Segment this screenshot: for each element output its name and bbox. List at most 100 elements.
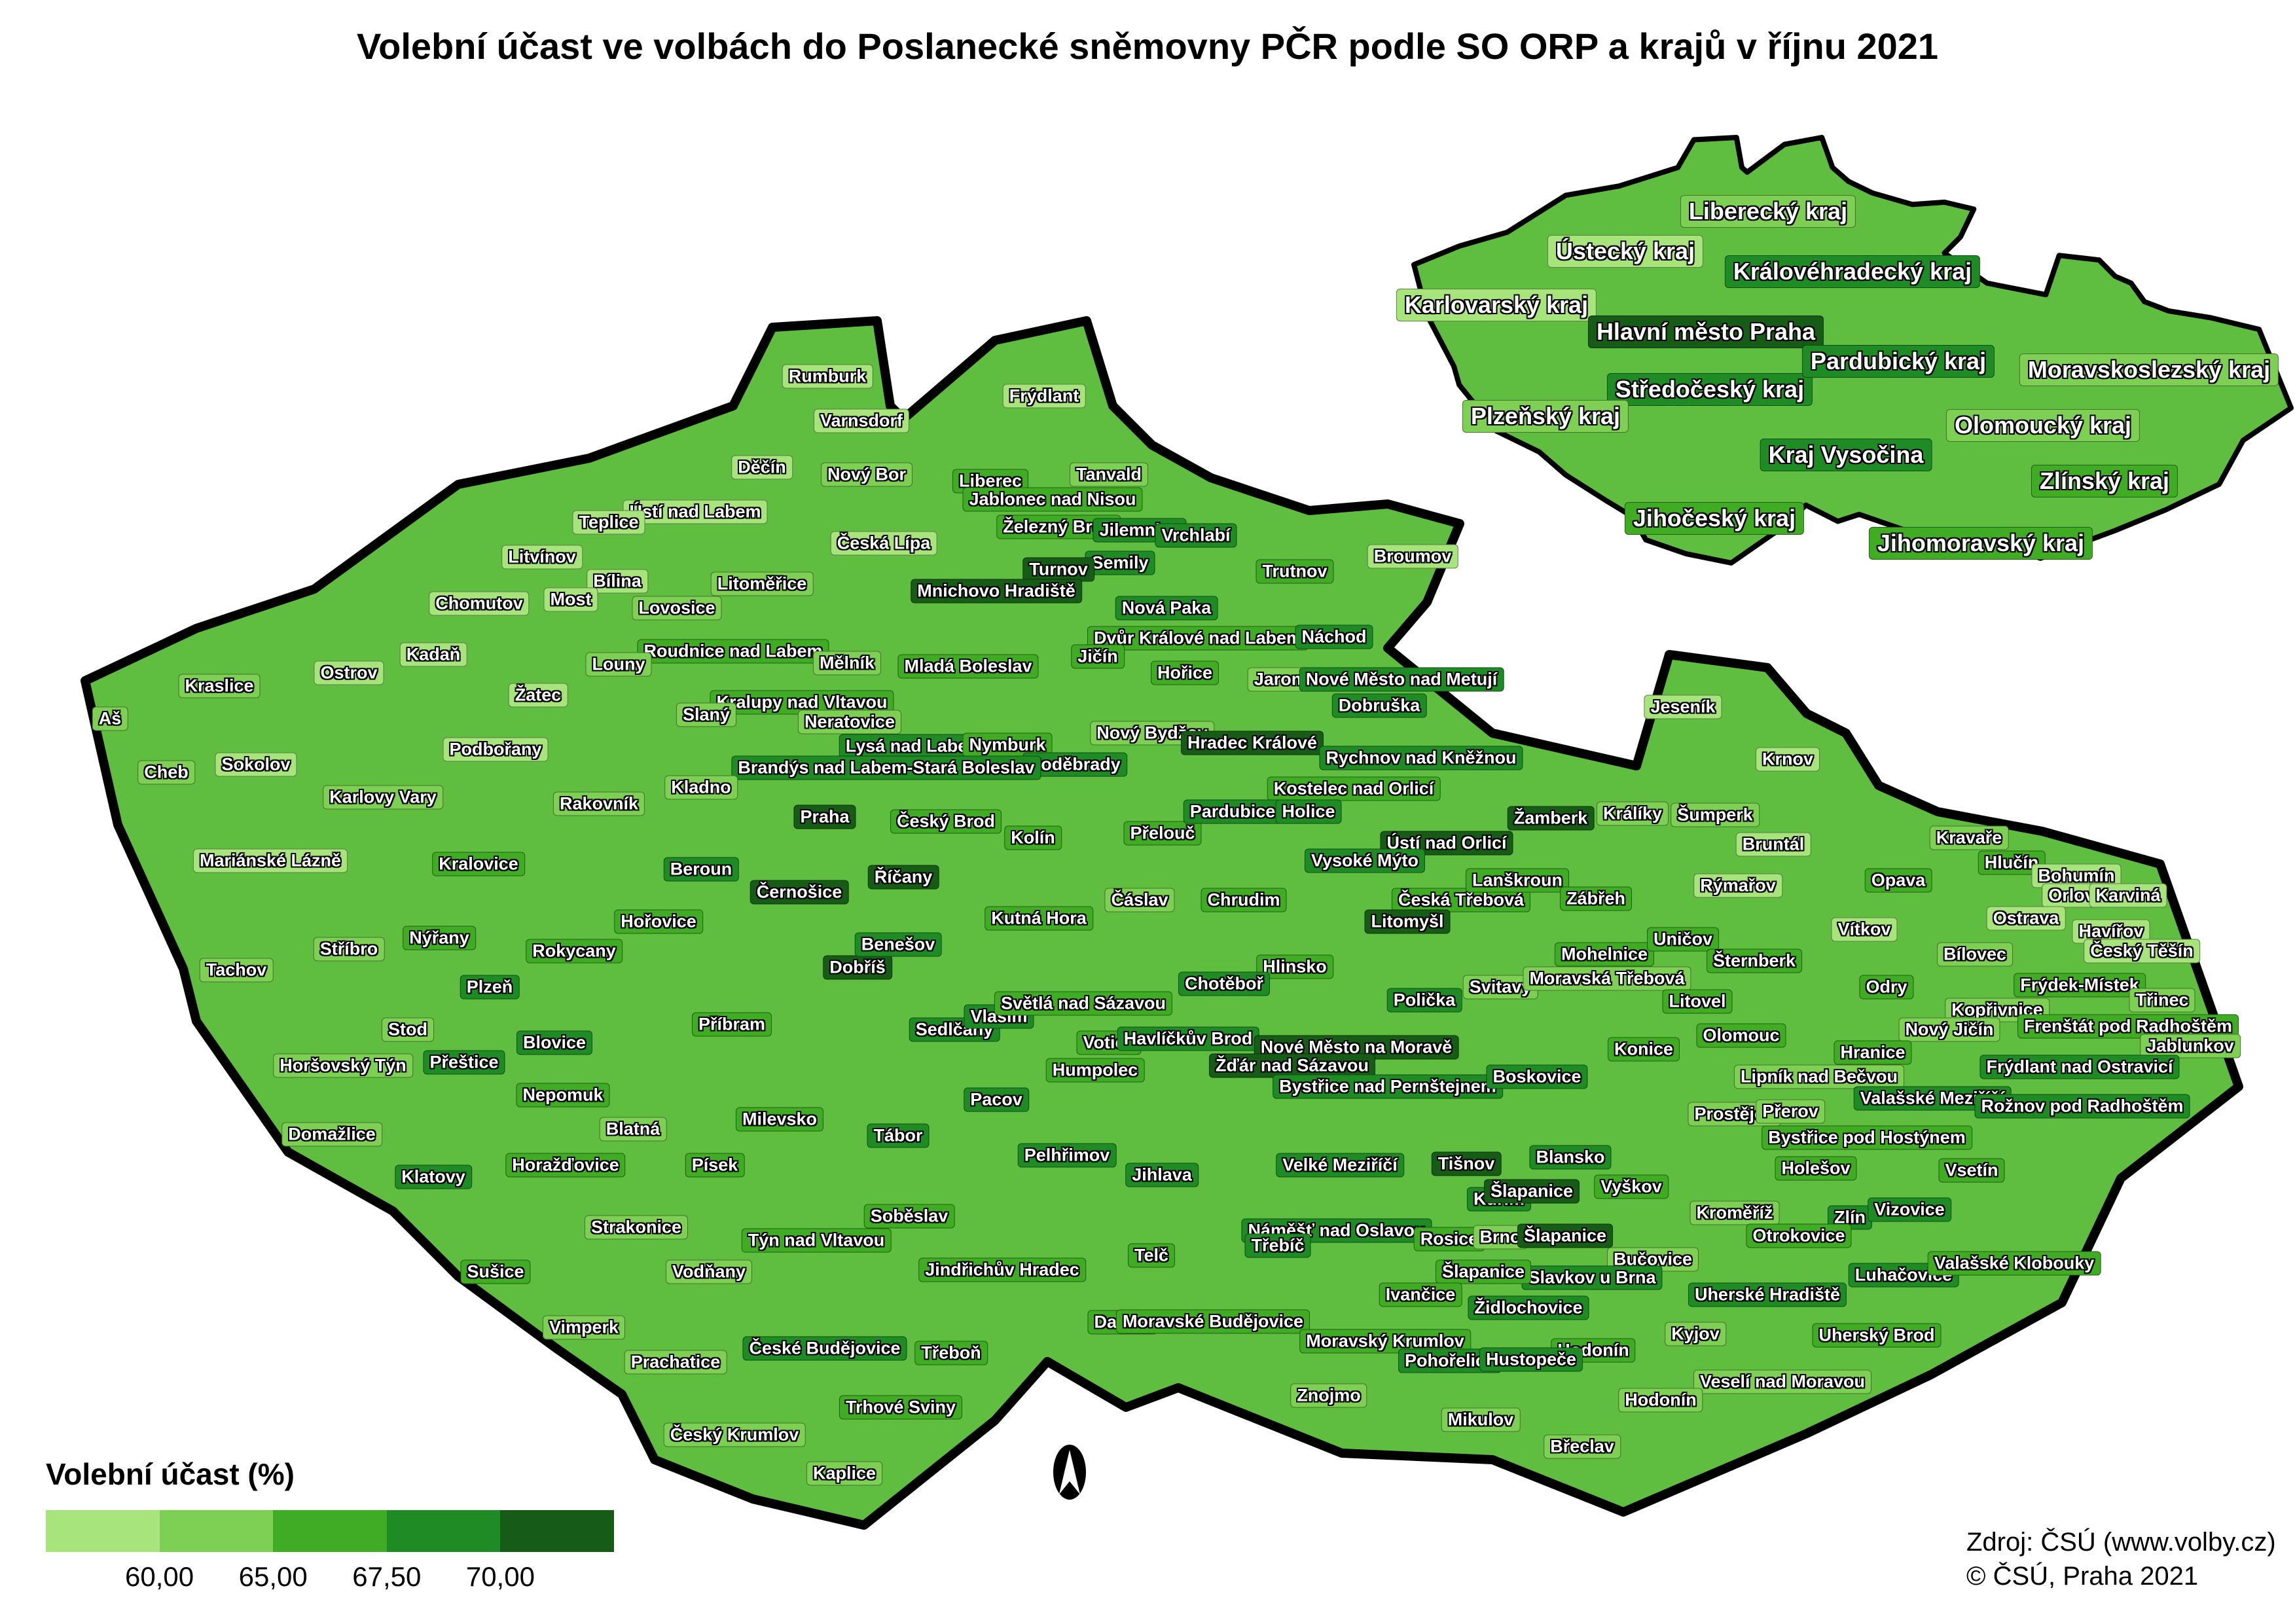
orp-label: Ostrava (1986, 906, 2066, 931)
orp-label: Moravská Třebová (1523, 966, 1691, 991)
kraj-label: Plzeňský kraj (1462, 400, 1629, 433)
orp-label: Hořovice (614, 909, 703, 934)
orp-label: Humpolec (1045, 1058, 1145, 1083)
orp-label: Tanvald (1069, 462, 1149, 487)
orp-label: Vimperk (542, 1315, 626, 1340)
orp-label: Vysoké Mýto (1304, 848, 1426, 873)
orp-label: Sokolov (215, 752, 297, 777)
orp-label: Vizovice (1868, 1197, 1951, 1222)
orp-label: Horažďovice (505, 1153, 626, 1178)
orp-label: Holešov (1775, 1156, 1857, 1181)
legend-break-values: 60,00 65,00 67,50 70,00 (46, 1561, 614, 1594)
orp-label: Mikulov (1441, 1407, 1521, 1432)
orp-label: Podbořany (443, 737, 549, 762)
orp-label: Bruntál (1735, 832, 1811, 857)
orp-label: Jičín (1071, 644, 1125, 669)
orp-label: Frýdlant nad Ostravicí (1979, 1055, 2180, 1079)
orp-label: Mnichovo Hradiště (911, 579, 1082, 604)
orp-label: Kladno (664, 775, 738, 800)
source-line-2: © ČSÚ, Praha 2021 (1966, 1562, 2199, 1591)
kraj-label: Kraj Vysočina (1760, 439, 1932, 471)
orp-label: Rýmařov (1693, 873, 1782, 898)
orp-label: Stod (381, 1017, 434, 1042)
orp-label: Benešov (854, 932, 942, 957)
orp-label: Vsetín (1938, 1158, 2005, 1183)
orp-label: Jindřichův Hradec (918, 1257, 1086, 1282)
legend-break-value: 70,00 (465, 1561, 535, 1592)
orp-label: Český Krumlov (663, 1422, 806, 1447)
orp-label: Trutnov (1256, 559, 1334, 584)
orp-label: Břeclav (1544, 1434, 1621, 1459)
orp-label: Šlapanice (1435, 1259, 1532, 1284)
orp-label: Chrudim (1201, 888, 1287, 912)
orp-label: Karlovy Vary (323, 785, 443, 810)
orp-label: Blatná (599, 1117, 667, 1142)
orp-label: Český Těšín (2084, 939, 2200, 964)
orp-label: Uherský Brod (1812, 1323, 1942, 1348)
orp-label: Světlá nad Sázavou (994, 991, 1173, 1016)
legend-swatch-1 (46, 1510, 160, 1552)
north-arrow-icon (1053, 1445, 1086, 1500)
orp-label: Mariánské Lázně (192, 848, 348, 873)
orp-label: Uherské Hradiště (1688, 1282, 1847, 1307)
orp-label: Bystřice pod Hostýnem (1762, 1125, 1972, 1150)
orp-label: Pardubice (1183, 799, 1282, 824)
orp-label: Třinec (2129, 988, 2196, 1013)
orp-label: Chotěboř (1178, 971, 1270, 996)
orp-label: Havlíčkův Brod (1117, 1026, 1259, 1051)
orp-label: Kravaře (1929, 825, 2009, 850)
orp-label: Mohelnice (1554, 942, 1655, 967)
orp-label: Rosice (1413, 1227, 1485, 1252)
orp-label: Blovice (516, 1030, 593, 1055)
orp-label: Židlochovice (1468, 1295, 1589, 1320)
orp-label: Černošice (750, 880, 849, 905)
legend-break-value: 65,00 (238, 1561, 308, 1592)
orp-label: Šlapanice (1483, 1179, 1580, 1204)
orp-label: Prachatice (624, 1350, 727, 1375)
legend: Volební účast (%) 60,00 65,00 67,50 70,00 (46, 1456, 700, 1594)
orp-label: Praha (793, 804, 856, 829)
orp-label: Kutná Hora (985, 906, 1093, 931)
legend-break-value: 67,50 (352, 1561, 422, 1592)
orp-label: Sušice (460, 1259, 531, 1284)
kraj-label: Hlavní město Praha (1587, 316, 1824, 348)
orp-label: Aš (92, 706, 128, 731)
orp-label: Šumperk (1671, 803, 1760, 827)
orp-label: Litvínov (501, 545, 583, 569)
orp-label: Tachov (199, 958, 274, 983)
orp-label: Nepomuk (516, 1083, 610, 1108)
orp-label: Rumburk (782, 364, 873, 389)
orp-label: Stříbro (313, 937, 385, 962)
orp-label: Klatovy (395, 1164, 472, 1189)
orp-label: Lipník nad Bečvou (1733, 1064, 1905, 1089)
orp-label: Bílovec (1936, 942, 2014, 967)
orp-label: Slavkov u Brna (1521, 1265, 1663, 1290)
legend-break-value: 60,00 (125, 1561, 194, 1592)
orp-label: Odry (1859, 975, 1914, 1000)
orp-label: Český Brod (890, 809, 1002, 834)
kraj-label: Středočeský kraj (1606, 373, 1813, 406)
orp-label: Jablunkov (2140, 1034, 2241, 1058)
orp-label: Jihlava (1125, 1163, 1199, 1187)
orp-label: Rokycany (526, 939, 623, 964)
orp-label: Chomutov (429, 591, 530, 616)
orp-label: Vítkov (1831, 917, 1898, 942)
orp-label: Děčín (731, 455, 793, 480)
orp-label: Třebíč (1244, 1233, 1311, 1258)
orp-label: Hranice (1834, 1040, 1912, 1065)
kraj-label: Moravskoslezský kraj (2019, 353, 2279, 386)
source-line-1: Zdroj: ČSÚ (www.volby.cz) (1966, 1528, 2276, 1557)
orp-label: Náchod (1295, 624, 1373, 649)
orp-label: Mělník (812, 651, 882, 676)
orp-label: Dobruška (1331, 693, 1427, 718)
orp-label: Domažlice (281, 1122, 382, 1147)
orp-label: Ústí nad Orlicí (1380, 831, 1513, 856)
orp-label: Plzeň (460, 975, 520, 1000)
orp-label: Kroměříž (1690, 1200, 1780, 1225)
orp-label: Teplice (572, 510, 645, 535)
orp-label: Čáslav (1104, 888, 1175, 912)
orp-label: Boskovice (1486, 1064, 1588, 1089)
orp-label: Nový Jičín (1898, 1017, 2000, 1042)
orp-label: Hodonín (1618, 1388, 1703, 1413)
orp-label: Frýdlant (1002, 384, 1086, 408)
